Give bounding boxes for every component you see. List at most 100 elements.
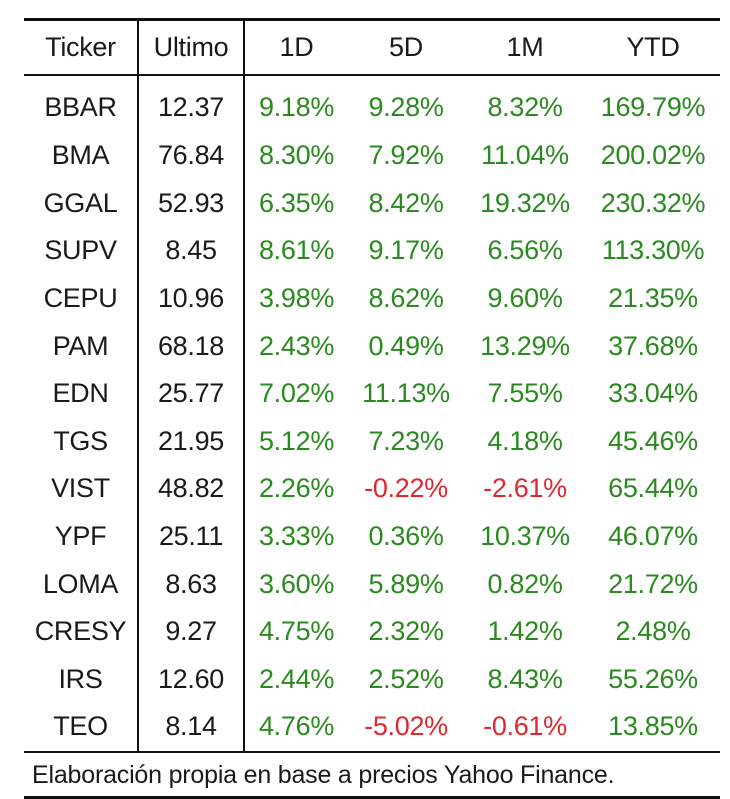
cell-ticker: IRS — [24, 655, 139, 704]
top-rule — [24, 18, 720, 21]
cell-5d: 0.49% — [368, 330, 444, 361]
cell-ytd: 113.30% — [601, 235, 705, 266]
table-row: EDN 25.77 7.02% 11.13% 7.55% 33.04% — [24, 369, 720, 418]
cell-5d: 9.17% — [368, 235, 444, 266]
cell-last: 8.63 — [138, 560, 245, 608]
cell-5d: 7.23% — [368, 425, 444, 456]
cell-1d: 2.43% — [258, 330, 335, 361]
cell-1m: 7.55% — [487, 378, 563, 409]
cell-5d: 0.36% — [368, 521, 444, 552]
cell-1m: 0.82% — [487, 568, 563, 599]
cell-ytd: 21.72% — [608, 568, 698, 599]
cell-5d: 2.52% — [368, 663, 444, 694]
cell-1d: 5.12% — [258, 425, 335, 456]
cell-ytd: 2.48% — [615, 616, 691, 647]
header-last: Ultimo — [138, 21, 245, 76]
cell-ytd: 169.79% — [600, 91, 706, 122]
cell-5d: -5.02% — [364, 711, 448, 742]
cell-ytd: 37.68% — [608, 330, 698, 361]
header-1m: 1M — [464, 21, 586, 76]
table-row: VIST 48.82 2.26% -0.22% -2.61% 65.44% — [24, 465, 720, 513]
cell-ticker: CRESY — [24, 607, 139, 656]
cell-1m: -2.61% — [483, 473, 567, 504]
table-body: BBAR 12.37 9.18% 9.28% 8.32% 169.79% BMA 76.84 8… — [24, 75, 720, 751]
cell-1d: 8.30% — [258, 140, 335, 171]
cell-1m: 19.32% — [480, 187, 570, 218]
cell-ytd: 55.26% — [608, 663, 698, 694]
cell-last: 52.93 — [138, 179, 245, 228]
cell-1d: 2.26% — [258, 473, 335, 504]
cell-ytd: 21.35% — [608, 283, 698, 314]
cell-1m: 9.60% — [487, 283, 563, 314]
cell-1d: 2.44% — [258, 663, 335, 694]
cell-1m: 6.56% — [487, 235, 563, 266]
cell-ticker: EDN — [24, 369, 139, 418]
header-ytd: YTD — [586, 21, 720, 76]
cell-5d: 11.13% — [362, 378, 450, 409]
cell-ticker: LOMA — [24, 560, 139, 608]
cell-last: 76.84 — [138, 132, 245, 180]
cell-ticker: VIST — [24, 465, 139, 513]
cell-1m: -0.61% — [483, 711, 567, 742]
table-row: LOMA 8.63 3.60% 5.89% 0.82% 21.72% — [24, 560, 720, 608]
table-header: Ticker Ultimo 1D 5D 1M YTD — [24, 21, 720, 76]
cell-last: 25.11 — [138, 512, 245, 561]
cell-5d: -0.22% — [364, 473, 448, 504]
price-table-figure: Ticker Ultimo 1D 5D 1M YTD BBAR 12.37 9.18… — [24, 18, 720, 799]
cell-ticker: TEO — [24, 703, 139, 751]
cell-last: 25.77 — [138, 369, 245, 418]
cell-1d: 6.35% — [258, 187, 335, 218]
cell-5d: 9.28% — [368, 91, 444, 122]
cell-ticker: SUPV — [24, 227, 139, 275]
header-1d: 1D — [244, 21, 348, 76]
cell-last: 68.18 — [138, 322, 245, 370]
cell-ticker: PAM — [24, 322, 139, 370]
table-row: BBAR 12.37 9.18% 9.28% 8.32% 169.79% — [24, 75, 720, 132]
cell-ticker: BBAR — [24, 75, 139, 132]
header-ticker: Ticker — [24, 21, 139, 76]
table-row: TGS 21.95 5.12% 7.23% 4.18% 45.46% — [24, 417, 720, 466]
table-row: IRS 12.60 2.44% 2.52% 8.43% 55.26% — [24, 655, 720, 704]
cell-1d: 3.98% — [258, 283, 335, 314]
bottom-rule — [24, 795, 720, 799]
cell-last: 48.82 — [138, 465, 245, 513]
table-row: BMA 76.84 8.30% 7.92% 11.04% 200.02% — [24, 132, 720, 180]
cell-ytd: 230.32% — [600, 187, 706, 218]
source-note: Elaboración propia en base a precios Yah… — [24, 750, 720, 796]
header-5d: 5D — [348, 21, 464, 76]
cell-5d: 7.92% — [368, 140, 444, 171]
cell-1d: 4.75% — [258, 616, 335, 647]
table-row: YPF 25.11 3.33% 0.36% 10.37% 46.07% — [24, 512, 720, 561]
cell-5d: 8.42% — [368, 187, 444, 218]
cell-1d: 3.60% — [258, 568, 335, 599]
table-row: SUPV 8.45 8.61% 9.17% 6.56% 113.30% — [24, 227, 720, 275]
cell-5d: 2.32% — [368, 616, 444, 647]
cell-1d: 9.18% — [258, 91, 335, 122]
cell-last: 10.96 — [138, 274, 245, 323]
cell-ticker: BMA — [24, 132, 139, 180]
cell-1m: 8.32% — [487, 91, 563, 122]
cell-1m: 13.29% — [480, 330, 570, 361]
price-table: Ticker Ultimo 1D 5D 1M YTD BBAR 12.37 9.18… — [24, 21, 720, 751]
cell-1m: 4.18% — [487, 425, 563, 456]
cell-5d: 8.62% — [368, 283, 444, 314]
cell-last: 9.27 — [138, 607, 245, 656]
cell-last: 21.95 — [138, 417, 245, 466]
cell-1m: 8.43% — [487, 663, 563, 694]
table-row: CEPU 10.96 3.98% 8.62% 9.60% 21.35% — [24, 274, 720, 323]
cell-ticker: TGS — [24, 417, 139, 466]
cell-1d: 3.33% — [258, 521, 335, 552]
cell-ticker: GGAL — [24, 179, 139, 228]
table-row: GGAL 52.93 6.35% 8.42% 19.32% 230.32% — [24, 179, 720, 228]
cell-ytd: 13.85% — [608, 711, 698, 742]
cell-ytd: 200.02% — [600, 140, 706, 171]
cell-ytd: 33.04% — [608, 378, 698, 409]
cell-1m: 10.37% — [480, 521, 570, 552]
cell-1m: 1.42% — [487, 616, 563, 647]
cell-ytd: 46.07% — [608, 521, 698, 552]
table-row: TEO 8.14 4.76% -5.02% -0.61% 13.85% — [24, 703, 720, 751]
cell-ytd: 65.44% — [608, 473, 698, 504]
cell-last: 12.37 — [138, 75, 245, 132]
cell-1m: 11.04% — [481, 140, 569, 171]
cell-1d: 4.76% — [258, 711, 335, 742]
